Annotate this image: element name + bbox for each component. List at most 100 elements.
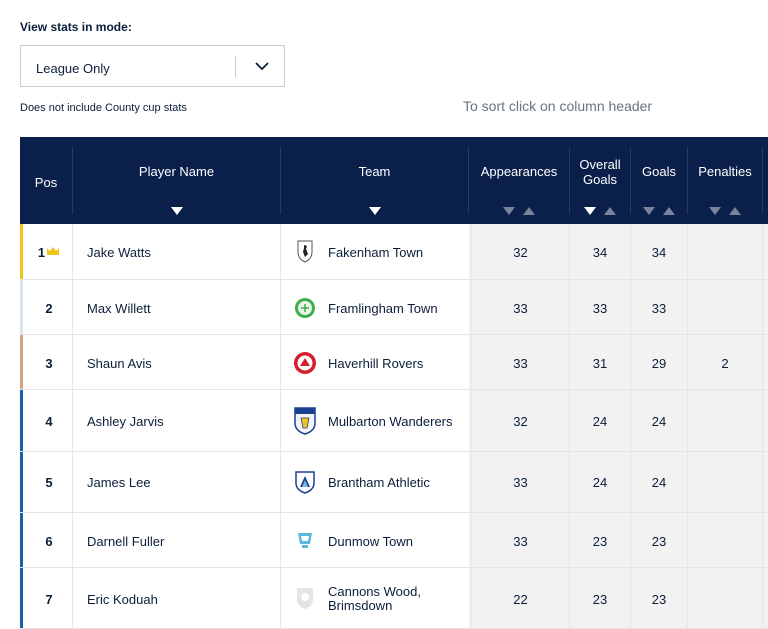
player-name[interactable]: James Lee xyxy=(87,475,151,490)
brantham-crest-icon xyxy=(295,471,315,494)
sort-desc-icon[interactable] xyxy=(709,207,721,215)
team-name[interactable]: Dunmow Town xyxy=(328,534,414,549)
dunmow-crest-icon xyxy=(298,533,312,548)
goals-value: 24 xyxy=(651,475,667,490)
team-name[interactable]: Framlingham Town xyxy=(328,301,438,316)
table-header: Pos Player Name Team Appearances Overall… xyxy=(20,137,768,224)
appearances-value: 32 xyxy=(513,245,528,260)
position: 4 xyxy=(45,414,53,429)
stats-mode-select[interactable]: League Only xyxy=(20,45,285,87)
framlingham-crest-icon xyxy=(295,298,315,318)
rank-bar xyxy=(20,568,23,628)
position: 1 xyxy=(23,245,75,260)
position: 6 xyxy=(45,534,53,549)
goals-value: 29 xyxy=(651,356,667,371)
sort-asc-icon[interactable] xyxy=(604,207,616,215)
player-stats-table: Pos Player Name Team Appearances Overall… xyxy=(20,137,768,629)
player-name[interactable]: Ashley Jarvis xyxy=(87,414,164,429)
player-name[interactable]: Jake Watts xyxy=(87,245,151,260)
goals-value: 23 xyxy=(651,592,667,607)
player-name[interactable]: Max Willett xyxy=(87,301,151,316)
overall-goals-value: 34 xyxy=(592,245,608,260)
penalties-value: 2 xyxy=(721,356,729,371)
overall-goals-value: 24 xyxy=(592,414,608,429)
mulbarton-crest-icon xyxy=(294,407,316,435)
goals-value: 24 xyxy=(651,414,667,429)
sort-asc-icon[interactable] xyxy=(663,207,675,215)
overall-goals-value: 23 xyxy=(592,534,608,549)
select-divider xyxy=(235,56,236,77)
header-overall-goals[interactable]: Overall Goals xyxy=(570,137,630,224)
overall-goals-value: 24 xyxy=(592,475,608,490)
header-player-name[interactable]: Player Name xyxy=(73,137,280,224)
rank-bronze-bar xyxy=(20,335,23,389)
overall-goals-value: 33 xyxy=(592,301,608,316)
header-player-label: Player Name xyxy=(138,164,215,179)
sort-desc-icon[interactable] xyxy=(503,207,515,215)
rank-silver-bar xyxy=(20,280,23,334)
goals-value: 33 xyxy=(651,301,667,316)
cup-stats-note: Does not include County cup stats xyxy=(20,102,187,114)
goals-value: 23 xyxy=(651,534,667,549)
appearances-value: 33 xyxy=(513,534,528,549)
header-penalties[interactable]: Penalties xyxy=(688,137,762,224)
table-row[interactable]: 6 Darnell Fuller Dunmow Town 33 23 23 xyxy=(20,513,768,568)
position: 7 xyxy=(45,592,53,607)
position: 2 xyxy=(45,301,53,316)
player-name[interactable]: Eric Koduah xyxy=(87,592,158,607)
stats-mode-value: League Only xyxy=(36,61,110,76)
overall-goals-value: 31 xyxy=(592,356,608,371)
header-team-label: Team xyxy=(358,164,391,179)
sort-desc-icon[interactable] xyxy=(643,207,655,215)
header-pos-label: Pos xyxy=(34,175,58,190)
team-name[interactable]: Fakenham Town xyxy=(328,245,424,260)
header-overall-goals-label: Overall Goals xyxy=(579,157,621,187)
team-name[interactable]: Mulbarton Wanderers xyxy=(328,414,453,429)
overall-goals-value: 23 xyxy=(592,592,608,607)
header-pos: Pos xyxy=(20,137,72,224)
table-row[interactable]: 3 Shaun Avis Haverhill Rovers 33 31 29 2 xyxy=(20,335,768,390)
appearances-value: 22 xyxy=(513,592,528,607)
appearances-value: 33 xyxy=(513,356,528,371)
header-penalties-label: Penalties xyxy=(698,164,752,179)
position: 5 xyxy=(45,475,53,490)
table-row[interactable]: 4 Ashley Jarvis Mulbarton Wanderers 32 2… xyxy=(20,390,768,452)
appearances-value: 32 xyxy=(513,414,528,429)
goals-value: 34 xyxy=(651,245,667,260)
player-name[interactable]: Shaun Avis xyxy=(87,356,152,371)
table-row[interactable]: 2 Max Willett Framlingham Town 33 33 33 xyxy=(20,280,768,335)
team-name-line1: Cannons Wood, xyxy=(328,584,421,599)
rank-gold-bar xyxy=(20,224,23,279)
table-row[interactable]: 1 Jake Watts Fakenham Town 32 34 34 xyxy=(20,224,768,280)
chevron-down-icon[interactable] xyxy=(253,58,271,74)
rank-bar xyxy=(20,452,23,512)
table-row[interactable]: 5 James Lee Brantham Athletic 33 24 24 xyxy=(20,452,768,513)
rank-bar xyxy=(20,513,23,567)
header-goals-label: Goals xyxy=(642,164,676,179)
header-team[interactable]: Team xyxy=(281,137,468,224)
team-name[interactable]: Cannons Wood, Brimsdown xyxy=(328,585,421,613)
appearances-value: 33 xyxy=(513,301,528,316)
appearances-value: 33 xyxy=(513,475,528,490)
position: 3 xyxy=(45,356,53,371)
crown-icon xyxy=(47,247,60,255)
haverhill-crest-icon xyxy=(294,352,316,374)
sort-desc-icon[interactable] xyxy=(368,207,381,215)
fakenham-crest-icon xyxy=(297,240,313,263)
header-appearances-label: Appearances xyxy=(480,164,558,179)
sort-hint: To sort click on column header xyxy=(463,98,653,114)
sort-asc-icon[interactable] xyxy=(729,207,741,215)
sort-desc-icon[interactable] xyxy=(584,207,596,215)
rank-bar xyxy=(20,390,23,451)
table-row[interactable]: 7 Eric Koduah Cannons Wood, Brimsdown 22… xyxy=(20,568,768,629)
cannons-wood-crest-icon xyxy=(297,588,313,609)
sort-asc-icon[interactable] xyxy=(523,207,535,215)
player-name[interactable]: Darnell Fuller xyxy=(87,534,165,549)
mode-label: View stats in mode: xyxy=(20,20,132,34)
team-name-line2: Brimsdown xyxy=(328,598,393,613)
header-goals[interactable]: Goals xyxy=(631,137,687,224)
header-appearances[interactable]: Appearances xyxy=(469,137,569,224)
team-name[interactable]: Haverhill Rovers xyxy=(328,356,424,371)
team-name[interactable]: Brantham Athletic xyxy=(328,475,430,490)
sort-desc-icon[interactable] xyxy=(170,207,183,215)
